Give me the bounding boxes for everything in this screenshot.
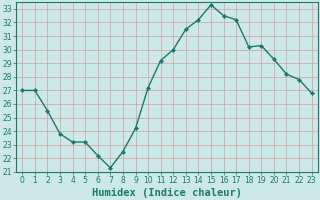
X-axis label: Humidex (Indice chaleur): Humidex (Indice chaleur) [92, 188, 242, 198]
